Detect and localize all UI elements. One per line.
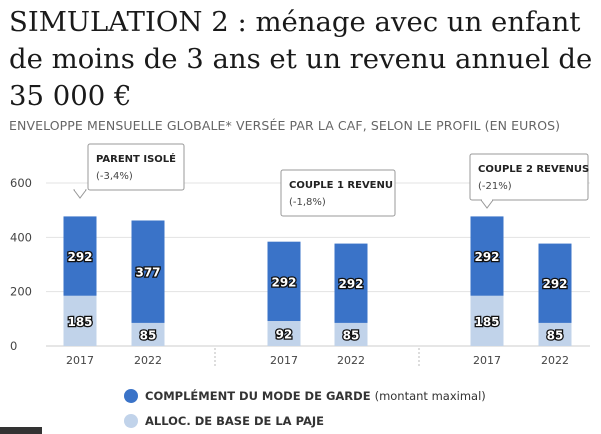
x-tick-label: 2022 (134, 354, 162, 367)
bar-complement-segment (470, 216, 504, 296)
bar-alloc-segment (131, 322, 165, 346)
bar-label-complement: 292 (474, 250, 499, 264)
bar-label-alloc: 85 (140, 328, 157, 342)
bar-label-complement: 292 (338, 277, 363, 291)
callout-couple-2-revenus-change: (-21%) (478, 181, 512, 192)
legend-note-complement: (montant maximal) (374, 389, 486, 403)
bar-alloc-segment (334, 322, 368, 346)
callout-parent-isole-title: PARENT ISOLÉ (96, 152, 176, 165)
bar-complement-segment (538, 243, 572, 323)
bar-alloc-segment (267, 321, 301, 346)
y-tick-label: 0 (10, 339, 17, 353)
x-tick-label: 2017 (66, 354, 94, 367)
bar-label-alloc: 85 (547, 328, 564, 342)
callout-parent-isole-box (87, 143, 185, 191)
y-tick-label: 400 (10, 230, 32, 244)
legend-swatch-complement (124, 389, 138, 403)
x-tick-label: 2022 (541, 354, 569, 367)
chart-subtitle: ENVELOPPE MENSUELLE GLOBALE* VERSÉE PAR … (9, 118, 561, 133)
bar-label-alloc: 185 (474, 315, 499, 329)
bar-alloc-segment (63, 295, 97, 346)
y-tick-label: 600 (10, 176, 32, 190)
bar-label-complement: 292 (542, 277, 567, 291)
bar-label-alloc: 85 (343, 328, 360, 342)
bar-label-complement: 377 (135, 266, 160, 280)
bar-complement-segment (267, 241, 301, 322)
bar-complement-segment (334, 243, 368, 323)
bar-alloc-segment (538, 322, 572, 346)
bar-label-alloc: 92 (276, 328, 293, 342)
bar-complement-segment (63, 216, 97, 296)
x-tick-label: 2022 (337, 354, 365, 367)
x-tick-label: 2017 (270, 354, 298, 367)
legend-label-alloc: ALLOC. DE BASE DE LA PAJE (145, 414, 324, 428)
callout-couple-2-revenus-pointer (480, 199, 494, 209)
callout-parent-isole-change: (-3,4%) (96, 171, 133, 182)
bar-label-alloc: 185 (67, 315, 92, 329)
callout-couple-2-revenus-box (469, 153, 589, 201)
legend-label-complement: COMPLÉMENT DU MODE DE GARDE (145, 389, 371, 403)
callout-couple-1-revenu-change: (-1,8%) (289, 197, 326, 208)
bar-complement-segment (131, 220, 165, 323)
callout-couple-2-revenus-title: COUPLE 2 REVENUS (478, 164, 589, 175)
bar-alloc-segment (470, 295, 504, 346)
chart-title: SIMULATION 2 : ménage avec un enfant de … (9, 6, 593, 112)
footer-decoration (0, 427, 42, 434)
callout-parent-isole-pointer (73, 189, 87, 199)
callout-couple-1-revenu-title: COUPLE 1 REVENU (289, 180, 393, 191)
legend-item-complement: COMPLÉMENT DU MODE DE GARDE (montant max… (124, 389, 486, 403)
bar-label-complement: 292 (271, 275, 296, 289)
legend-item-alloc: ALLOC. DE BASE DE LA PAJE (124, 414, 324, 428)
x-tick-label: 2017 (473, 354, 501, 367)
bar-label-complement: 292 (67, 250, 92, 264)
legend-swatch-alloc (124, 414, 138, 428)
y-tick-label: 200 (10, 285, 32, 299)
callout-couple-1-revenu-box (280, 169, 396, 217)
